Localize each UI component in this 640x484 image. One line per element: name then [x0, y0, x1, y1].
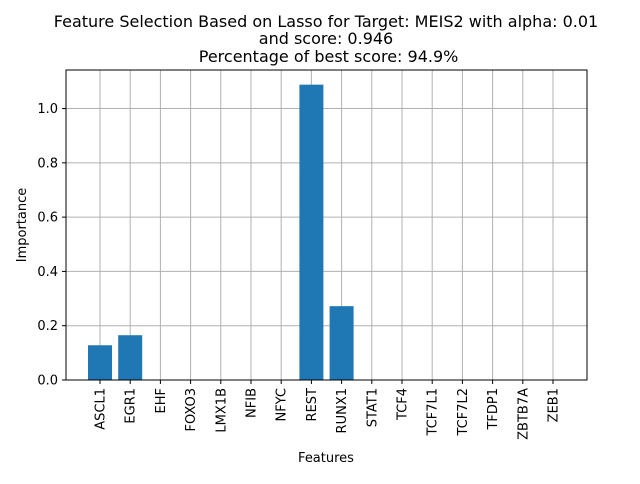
y-axis-label: Importance [15, 188, 30, 263]
chart-title-line-3: Percentage of best score: 94.9% [194, 47, 459, 66]
bars [88, 84, 354, 380]
x-tick-label-tcf4: TCF4 [396, 388, 411, 421]
y-axis: 0.0 0.2 0.4 0.6 0.8 1.0 [37, 102, 66, 389]
y-tick-label: 0.0 [37, 374, 58, 389]
bar-rest [299, 84, 324, 380]
bar-runx1 [329, 306, 354, 380]
bar-egr1 [118, 335, 143, 380]
y-tick-label: 0.2 [37, 319, 58, 334]
x-tick-label-lmx1b: LMX1B [214, 388, 229, 433]
x-tick-label-nfyc: NFYC [275, 388, 290, 422]
x-tick-label-tfdp1: TFDP1 [486, 388, 501, 431]
bar-ascl1 [88, 345, 112, 380]
x-tick-label-rest: REST [305, 388, 320, 421]
x-tick-label-tcf7l1: TCF7L1 [426, 388, 441, 437]
x-tick-label-tcf7l2: TCF7L2 [456, 388, 471, 437]
x-tick-label-ascl1: ASCL1 [94, 388, 109, 430]
x-tick-label-zeb1: ZEB1 [547, 388, 562, 422]
x-tick-label-runx1: RUNX1 [335, 388, 350, 433]
grid-lines [66, 70, 587, 381]
x-tick-label-nfib: NFIB [245, 388, 260, 418]
y-tick-label: 0.8 [37, 156, 58, 171]
y-tick-label: 0.6 [37, 211, 58, 226]
y-tick-label: 1.0 [37, 102, 58, 117]
chart-title-line-2: and score: 0.946 [259, 29, 393, 48]
x-axis-label: Features [298, 451, 354, 466]
plot-area-frame [65, 69, 588, 381]
x-tick-label-stat1: STAT1 [365, 388, 380, 427]
x-tick-label-egr1: EGR1 [124, 388, 139, 424]
x-tick-label-ehf: EHF [154, 388, 169, 413]
chart-title-line-1: Feature Selection Based on Lasso for Tar… [54, 12, 598, 31]
x-tick-label-foxo3: FOXO3 [184, 388, 199, 431]
y-tick-label: 0.4 [37, 265, 58, 280]
x-axis: ASCL1 EGR1 EHF FOXO3 LMX1B NFIB NFYC REST RUNX1 S… [94, 380, 562, 440]
chart-title: Feature Selection Based on Lasso for Tar… [54, 12, 598, 66]
x-tick-label-zbtb7a: ZBTB7A [516, 388, 531, 440]
